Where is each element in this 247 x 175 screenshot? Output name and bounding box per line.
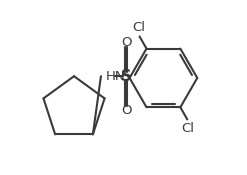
Text: Cl: Cl (182, 122, 195, 135)
Text: O: O (121, 104, 131, 117)
Text: O: O (121, 36, 131, 49)
Text: Cl: Cl (132, 21, 145, 34)
Text: S: S (121, 69, 131, 84)
Text: HN: HN (105, 70, 125, 83)
